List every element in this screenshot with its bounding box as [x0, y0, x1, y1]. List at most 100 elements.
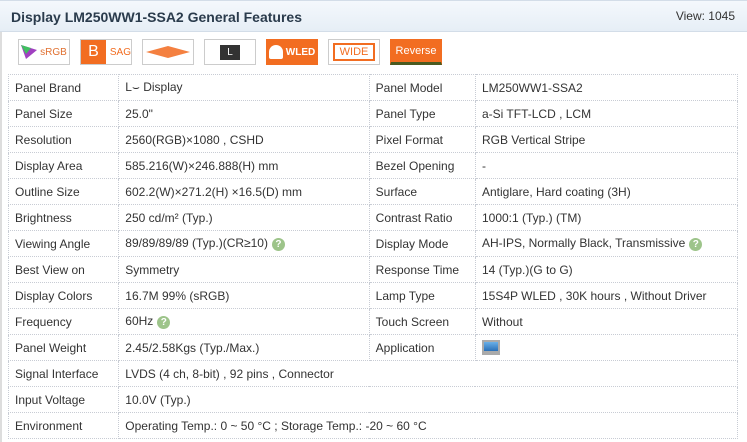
spec-text: Panel Brand [15, 80, 82, 95]
spec-text: Panel Size [15, 106, 73, 121]
spec-text: Bezel Opening [375, 158, 455, 173]
spec-label: Application [368, 334, 476, 361]
spec-row: Signal Interface LVDS (4 ch, 8-bit) , 92 … [7, 360, 738, 387]
spec-value: L⌣ Display [118, 74, 370, 101]
spec-label: Signal Interface [7, 360, 120, 387]
spec-value: LM250WW1-SSA2 [474, 74, 739, 101]
spec-value: 25.0" [118, 100, 370, 127]
spec-value: 250 cd/m² (Typ.) [118, 204, 370, 231]
monitor-icon [481, 340, 500, 356]
spec-label: Pixel Format [368, 126, 476, 153]
spec-label: Resolution [7, 126, 120, 153]
spec-text: 602.2(W)×271.2(H) ×16.5(D) mm [125, 184, 303, 199]
spec-label: Outline Size [7, 178, 120, 205]
spec-label: Best View on [7, 256, 120, 283]
spec-row: Panel Weight 2.45/2.58Kgs (Typ./Max.) Appl… [7, 334, 739, 361]
spec-text: Without [481, 314, 523, 329]
spec-text: Touch Screen [375, 314, 450, 329]
bulb-icon [268, 45, 283, 59]
spec-value: 2.45/2.58Kgs (Typ./Max.) [118, 334, 370, 361]
spec-label: Display Area [7, 152, 120, 179]
spec-text: 14 (Typ.)(G to G) [481, 262, 573, 277]
spec-label: Display Colors [7, 282, 120, 309]
spec-text: Contrast Ratio [375, 210, 453, 225]
spec-row: Best View on Symmetry Response Time 14 (Typ… [7, 256, 739, 283]
spec-text: Viewing Angle [15, 236, 91, 251]
spec-row: Brightness 250 cd/m² (Typ.) Contrast Ratio… [7, 204, 739, 231]
spec-text: Brightness [15, 210, 72, 225]
spec-text: Panel Weight [15, 340, 87, 355]
help-icon[interactable]: ? [271, 237, 285, 251]
spec-value: Operating Temp.: 0 ~ 50 °C ; Storage Tem… [118, 412, 738, 439]
viewing-angle-badge[interactable] [142, 39, 194, 65]
help-icon[interactable]: ? [689, 237, 703, 251]
spec-row: Viewing Angle 89/89/89/89 (Typ.)(CR≥10)? D… [7, 230, 739, 257]
sag-letter: B [81, 40, 106, 64]
spec-value: 60Hz? [118, 308, 370, 335]
spec-label: Bezel Opening [368, 152, 476, 179]
spec-value: 1000:1 (Typ.) (TM) [474, 204, 739, 231]
lcm-badge[interactable]: L [204, 39, 256, 65]
spec-text: - [481, 158, 486, 173]
spec-label: Display Mode [368, 230, 476, 257]
spec-text: Symmetry [125, 262, 180, 277]
spec-value: 2560(RGB)×1080 , CSHD [118, 126, 370, 153]
spec-row: Frequency 60Hz? Touch Screen Without [7, 308, 739, 335]
spec-label: Contrast Ratio [368, 204, 476, 231]
spec-row: Panel Brand L⌣ Display Panel Model LM250WW1… [7, 74, 739, 101]
spec-table: Panel Brand L⌣ Display Panel Model LM250WW1… [7, 74, 739, 439]
spec-text: Resolution [15, 132, 72, 147]
spec-value: - [474, 152, 739, 179]
spec-value: Antiglare, Hard coating (3H) [474, 178, 739, 205]
viewing-angle-icon [146, 46, 190, 58]
spec-label: Panel Model [368, 74, 476, 101]
spec-text: 15S4P WLED , 30K hours , Without Driver [481, 288, 707, 303]
header-bar: Display LM250WW1-SSA2 General Features V… [0, 0, 747, 32]
spec-label: Brightness [7, 204, 120, 231]
spec-label: Panel Type [368, 100, 476, 127]
spec-text: Panel Type [375, 106, 436, 121]
spec-text: Outline Size [15, 184, 80, 199]
spec-label: Environment [7, 412, 120, 439]
spec-label: Response Time [368, 256, 476, 283]
spec-text: Response Time [375, 262, 460, 277]
spec-value: 14 (Typ.)(G to G) [474, 256, 739, 283]
srgb-badge[interactable]: sRGB [18, 39, 70, 65]
spec-text: 2.45/2.58Kgs (Typ./Max.) [125, 340, 260, 355]
spec-value: RGB Vertical Stripe [474, 126, 739, 153]
spec-text: Display Colors [15, 288, 93, 303]
spec-text: Surface [375, 184, 418, 199]
spec-value: LVDS (4 ch, 8-bit) , 92 pins , Connector [118, 360, 738, 387]
spec-text: 16.7M 99% (sRGB) [125, 288, 230, 303]
wled-badge[interactable]: WLED [266, 39, 318, 65]
wide-badge[interactable]: WIDE [328, 39, 380, 65]
spec-text: L⌣ Display [125, 80, 183, 94]
sag-badge[interactable]: B SAG [80, 39, 132, 65]
spec-row: Resolution 2560(RGB)×1080 , CSHD Pixel For… [7, 126, 739, 153]
spec-value: Without [474, 308, 739, 335]
spec-text: a-Si TFT-LCD , LCM [481, 106, 592, 121]
sag-label: SAG [109, 46, 131, 58]
spec-text: AH-IPS, Normally Black, Transmissive [481, 236, 686, 251]
wled-label: WLED [285, 46, 316, 58]
spec-label: Panel Size [7, 100, 120, 127]
spec-row: Display Area 585.216(W)×246.888(H) mm Beze… [7, 152, 739, 179]
reverse-badge[interactable]: Reverse [390, 39, 442, 65]
help-icon[interactable]: ? [157, 315, 171, 329]
spec-text: 250 cd/m² (Typ.) [125, 210, 213, 225]
spec-value: Symmetry [118, 256, 370, 283]
spec-value: 602.2(W)×271.2(H) ×16.5(D) mm [118, 178, 370, 205]
spec-value: 89/89/89/89 (Typ.)(CR≥10)? [118, 230, 370, 257]
spec-text: 2560(RGB)×1080 , CSHD [125, 132, 264, 147]
spec-text: Display Area [15, 158, 83, 173]
spec-text: Lamp Type [375, 288, 435, 303]
spec-value: 16.7M 99% (sRGB) [118, 282, 370, 309]
spec-value: 15S4P WLED , 30K hours , Without Driver [474, 282, 739, 309]
spec-row: Environment Operating Temp.: 0 ~ 50 °C ; … [7, 412, 738, 439]
spec-row: Panel Size 25.0" Panel Type a-Si TFT-LCD , … [7, 100, 739, 127]
spec-text: Display Mode [375, 236, 449, 251]
spec-label: Lamp Type [368, 282, 476, 309]
spec-text: 25.0" [125, 106, 153, 121]
feature-badges: sRGB B SAG L WLED WIDE Reverse [18, 39, 442, 65]
spec-text: 60Hz [125, 314, 154, 329]
